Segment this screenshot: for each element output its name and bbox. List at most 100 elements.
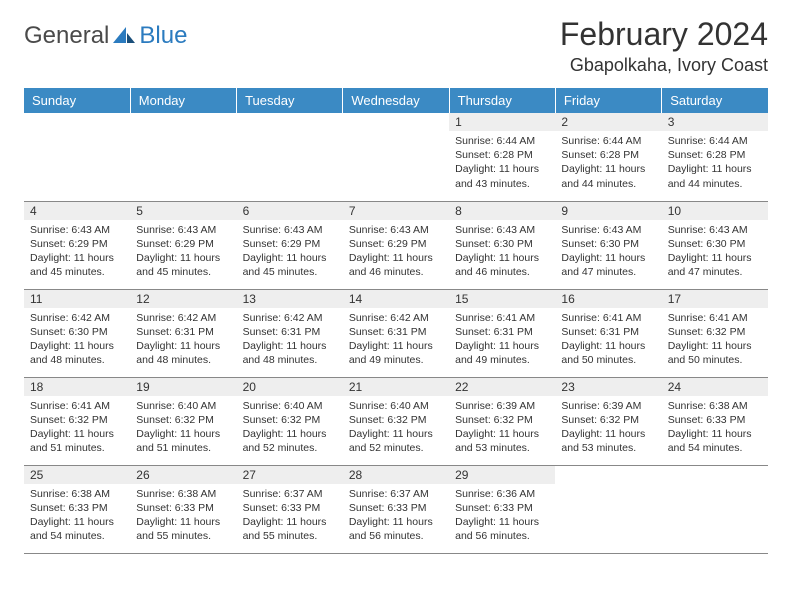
calendar-table: SundayMondayTuesdayWednesdayThursdayFrid… bbox=[24, 88, 768, 554]
day-header: Monday bbox=[130, 88, 236, 113]
day-number: 5 bbox=[130, 202, 236, 220]
daylight-text: Daylight: 11 hours and 46 minutes. bbox=[455, 251, 549, 279]
calendar-day-cell bbox=[555, 465, 661, 553]
day-info: Sunrise: 6:38 AMSunset: 6:33 PMDaylight:… bbox=[662, 396, 768, 460]
sunset-text: Sunset: 6:32 PM bbox=[30, 413, 124, 427]
day-info: Sunrise: 6:38 AMSunset: 6:33 PMDaylight:… bbox=[130, 484, 236, 548]
sunset-text: Sunset: 6:31 PM bbox=[561, 325, 655, 339]
calendar-day-cell: 14Sunrise: 6:42 AMSunset: 6:31 PMDayligh… bbox=[343, 289, 449, 377]
calendar-day-cell: 28Sunrise: 6:37 AMSunset: 6:33 PMDayligh… bbox=[343, 465, 449, 553]
day-number: 22 bbox=[449, 378, 555, 396]
sunrise-text: Sunrise: 6:40 AM bbox=[136, 399, 230, 413]
day-info: Sunrise: 6:39 AMSunset: 6:32 PMDaylight:… bbox=[555, 396, 661, 460]
calendar-day-cell bbox=[130, 113, 236, 201]
day-header: Tuesday bbox=[237, 88, 343, 113]
calendar-day-cell: 13Sunrise: 6:42 AMSunset: 6:31 PMDayligh… bbox=[237, 289, 343, 377]
daylight-text: Daylight: 11 hours and 53 minutes. bbox=[561, 427, 655, 455]
calendar-day-cell: 22Sunrise: 6:39 AMSunset: 6:32 PMDayligh… bbox=[449, 377, 555, 465]
sunset-text: Sunset: 6:29 PM bbox=[30, 237, 124, 251]
day-info: Sunrise: 6:42 AMSunset: 6:31 PMDaylight:… bbox=[237, 308, 343, 372]
day-number: 12 bbox=[130, 290, 236, 308]
sunrise-text: Sunrise: 6:43 AM bbox=[455, 223, 549, 237]
day-header: Sunday bbox=[24, 88, 130, 113]
daylight-text: Daylight: 11 hours and 44 minutes. bbox=[668, 162, 762, 190]
daylight-text: Daylight: 11 hours and 55 minutes. bbox=[243, 515, 337, 543]
header: General Blue February 2024 Gbapolkaha, I… bbox=[24, 16, 768, 76]
day-info: Sunrise: 6:40 AMSunset: 6:32 PMDaylight:… bbox=[343, 396, 449, 460]
day-info: Sunrise: 6:40 AMSunset: 6:32 PMDaylight:… bbox=[130, 396, 236, 460]
day-header: Saturday bbox=[662, 88, 768, 113]
daylight-text: Daylight: 11 hours and 43 minutes. bbox=[455, 162, 549, 190]
sunset-text: Sunset: 6:32 PM bbox=[668, 325, 762, 339]
calendar-day-cell bbox=[662, 465, 768, 553]
sunrise-text: Sunrise: 6:38 AM bbox=[668, 399, 762, 413]
sunset-text: Sunset: 6:30 PM bbox=[30, 325, 124, 339]
day-number: 25 bbox=[24, 466, 130, 484]
sunset-text: Sunset: 6:31 PM bbox=[455, 325, 549, 339]
daylight-text: Daylight: 11 hours and 47 minutes. bbox=[561, 251, 655, 279]
day-info: Sunrise: 6:43 AMSunset: 6:30 PMDaylight:… bbox=[662, 220, 768, 284]
sunrise-text: Sunrise: 6:43 AM bbox=[561, 223, 655, 237]
sunrise-text: Sunrise: 6:42 AM bbox=[30, 311, 124, 325]
sunrise-text: Sunrise: 6:42 AM bbox=[349, 311, 443, 325]
day-number: 6 bbox=[237, 202, 343, 220]
day-info: Sunrise: 6:41 AMSunset: 6:32 PMDaylight:… bbox=[662, 308, 768, 372]
day-number: 26 bbox=[130, 466, 236, 484]
daylight-text: Daylight: 11 hours and 44 minutes. bbox=[561, 162, 655, 190]
sunset-text: Sunset: 6:33 PM bbox=[668, 413, 762, 427]
sunrise-text: Sunrise: 6:40 AM bbox=[243, 399, 337, 413]
calendar-week-row: 18Sunrise: 6:41 AMSunset: 6:32 PMDayligh… bbox=[24, 377, 768, 465]
calendar-day-cell bbox=[24, 113, 130, 201]
sunset-text: Sunset: 6:30 PM bbox=[561, 237, 655, 251]
day-info: Sunrise: 6:43 AMSunset: 6:29 PMDaylight:… bbox=[24, 220, 130, 284]
sunset-text: Sunset: 6:31 PM bbox=[349, 325, 443, 339]
daylight-text: Daylight: 11 hours and 49 minutes. bbox=[349, 339, 443, 367]
sunrise-text: Sunrise: 6:38 AM bbox=[30, 487, 124, 501]
day-number: 24 bbox=[662, 378, 768, 396]
sunset-text: Sunset: 6:28 PM bbox=[561, 148, 655, 162]
sunset-text: Sunset: 6:30 PM bbox=[455, 237, 549, 251]
logo-text-blue: Blue bbox=[139, 22, 187, 50]
calendar-day-cell: 7Sunrise: 6:43 AMSunset: 6:29 PMDaylight… bbox=[343, 201, 449, 289]
daylight-text: Daylight: 11 hours and 45 minutes. bbox=[243, 251, 337, 279]
day-info: Sunrise: 6:41 AMSunset: 6:32 PMDaylight:… bbox=[24, 396, 130, 460]
day-number: 18 bbox=[24, 378, 130, 396]
daylight-text: Daylight: 11 hours and 53 minutes. bbox=[455, 427, 549, 455]
location: Gbapolkaha, Ivory Coast bbox=[560, 55, 768, 76]
calendar-day-cell: 1Sunrise: 6:44 AMSunset: 6:28 PMDaylight… bbox=[449, 113, 555, 201]
day-info: Sunrise: 6:37 AMSunset: 6:33 PMDaylight:… bbox=[237, 484, 343, 548]
day-number: 23 bbox=[555, 378, 661, 396]
daylight-text: Daylight: 11 hours and 54 minutes. bbox=[30, 515, 124, 543]
daylight-text: Daylight: 11 hours and 48 minutes. bbox=[30, 339, 124, 367]
calendar-day-cell: 2Sunrise: 6:44 AMSunset: 6:28 PMDaylight… bbox=[555, 113, 661, 201]
sunrise-text: Sunrise: 6:36 AM bbox=[455, 487, 549, 501]
daylight-text: Daylight: 11 hours and 54 minutes. bbox=[668, 427, 762, 455]
calendar-body: 1Sunrise: 6:44 AMSunset: 6:28 PMDaylight… bbox=[24, 113, 768, 553]
daylight-text: Daylight: 11 hours and 51 minutes. bbox=[30, 427, 124, 455]
sunset-text: Sunset: 6:28 PM bbox=[668, 148, 762, 162]
day-number: 11 bbox=[24, 290, 130, 308]
calendar-day-cell: 27Sunrise: 6:37 AMSunset: 6:33 PMDayligh… bbox=[237, 465, 343, 553]
sunset-text: Sunset: 6:32 PM bbox=[136, 413, 230, 427]
day-number: 9 bbox=[555, 202, 661, 220]
daylight-text: Daylight: 11 hours and 50 minutes. bbox=[668, 339, 762, 367]
calendar-day-cell bbox=[343, 113, 449, 201]
day-info: Sunrise: 6:42 AMSunset: 6:31 PMDaylight:… bbox=[343, 308, 449, 372]
calendar-day-cell: 25Sunrise: 6:38 AMSunset: 6:33 PMDayligh… bbox=[24, 465, 130, 553]
day-info: Sunrise: 6:40 AMSunset: 6:32 PMDaylight:… bbox=[237, 396, 343, 460]
sunrise-text: Sunrise: 6:43 AM bbox=[30, 223, 124, 237]
sunset-text: Sunset: 6:29 PM bbox=[349, 237, 443, 251]
calendar-day-cell: 16Sunrise: 6:41 AMSunset: 6:31 PMDayligh… bbox=[555, 289, 661, 377]
day-number: 27 bbox=[237, 466, 343, 484]
sunset-text: Sunset: 6:32 PM bbox=[243, 413, 337, 427]
calendar-week-row: 1Sunrise: 6:44 AMSunset: 6:28 PMDaylight… bbox=[24, 113, 768, 201]
day-number: 20 bbox=[237, 378, 343, 396]
daylight-text: Daylight: 11 hours and 45 minutes. bbox=[30, 251, 124, 279]
daylight-text: Daylight: 11 hours and 51 minutes. bbox=[136, 427, 230, 455]
sunrise-text: Sunrise: 6:42 AM bbox=[243, 311, 337, 325]
daylight-text: Daylight: 11 hours and 46 minutes. bbox=[349, 251, 443, 279]
calendar-week-row: 4Sunrise: 6:43 AMSunset: 6:29 PMDaylight… bbox=[24, 201, 768, 289]
calendar-day-cell: 5Sunrise: 6:43 AMSunset: 6:29 PMDaylight… bbox=[130, 201, 236, 289]
day-number: 1 bbox=[449, 113, 555, 131]
sunrise-text: Sunrise: 6:43 AM bbox=[349, 223, 443, 237]
